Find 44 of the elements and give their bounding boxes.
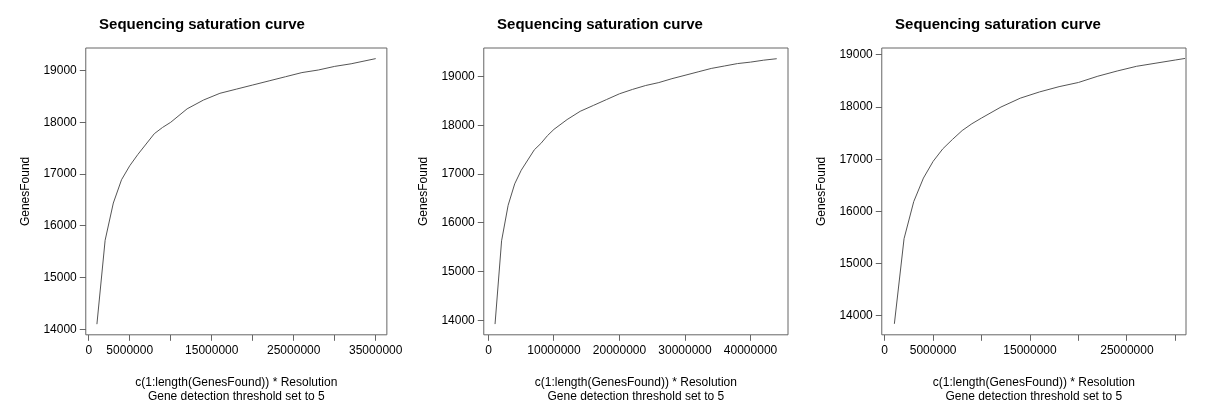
y-tick-label: 17000 — [441, 166, 476, 181]
x-tick-label: 35000000 — [349, 343, 403, 358]
text: Gene detection threshold set to 5 — [945, 389, 1123, 404]
y-tick-label: 16000 — [441, 215, 476, 230]
x-tick-label: 20000000 — [592, 343, 647, 358]
y-tick-label: 15000 — [43, 269, 78, 284]
y-axis-title: GenesFound — [415, 156, 430, 227]
y-tick-label: 19000 — [839, 47, 874, 62]
text: Gene detection threshold set to 5 — [147, 389, 326, 404]
x-tick-label: 0 — [485, 343, 493, 358]
x-axis-title: c(1:length(GenesFound)) * Resolution — [932, 374, 1135, 389]
y-tick-label: 17000 — [839, 151, 874, 166]
x-tick-label: 5000000 — [106, 343, 154, 358]
y-tick-label: 17000 — [43, 166, 78, 181]
y-axis-title: GenesFound — [17, 156, 32, 227]
y-tick-label: 18000 — [43, 114, 78, 129]
y-tick-label: 14000 — [43, 321, 78, 336]
x-tick-label: 40000000 — [723, 343, 778, 358]
x-tick-label: 25000000 — [267, 343, 321, 358]
x-tick-label: 15000000 — [185, 343, 239, 358]
x-tick-label: 30000000 — [658, 343, 713, 358]
y-tick-label: 15000 — [441, 263, 476, 278]
y-tick-label: 16000 — [43, 218, 78, 233]
y-tick-label: 19000 — [43, 62, 78, 77]
x-axis-title: c(1:length(GenesFound)) * Resolution — [135, 374, 338, 389]
y-tick-label: 14000 — [839, 308, 874, 323]
x-tick-label: 10000000 — [527, 343, 582, 358]
x-axis-title: c(1:length(GenesFound)) * Resolution — [534, 374, 737, 389]
chart-title: Sequencing saturation curve — [895, 15, 1101, 33]
x-tick-label: 0 — [85, 343, 93, 358]
y-tick-label: 16000 — [839, 203, 874, 218]
x-tick-label: 5000000 — [909, 343, 957, 358]
y-axis-title: GenesFound — [813, 156, 828, 227]
text: Gene detection threshold set to 5 — [547, 389, 725, 404]
chart-title: Sequencing saturation curve — [497, 15, 703, 33]
y-tick-label: 18000 — [441, 117, 476, 132]
y-tick-label: 19000 — [441, 69, 476, 84]
x-tick-label: 0 — [881, 343, 889, 358]
chart-title: Sequencing saturation curve — [99, 15, 305, 33]
y-tick-label: 14000 — [441, 312, 476, 327]
y-tick-label: 15000 — [839, 256, 874, 271]
x-tick-label: 15000000 — [1003, 343, 1058, 358]
y-tick-label: 18000 — [839, 99, 874, 114]
x-tick-label: 25000000 — [1100, 343, 1154, 358]
